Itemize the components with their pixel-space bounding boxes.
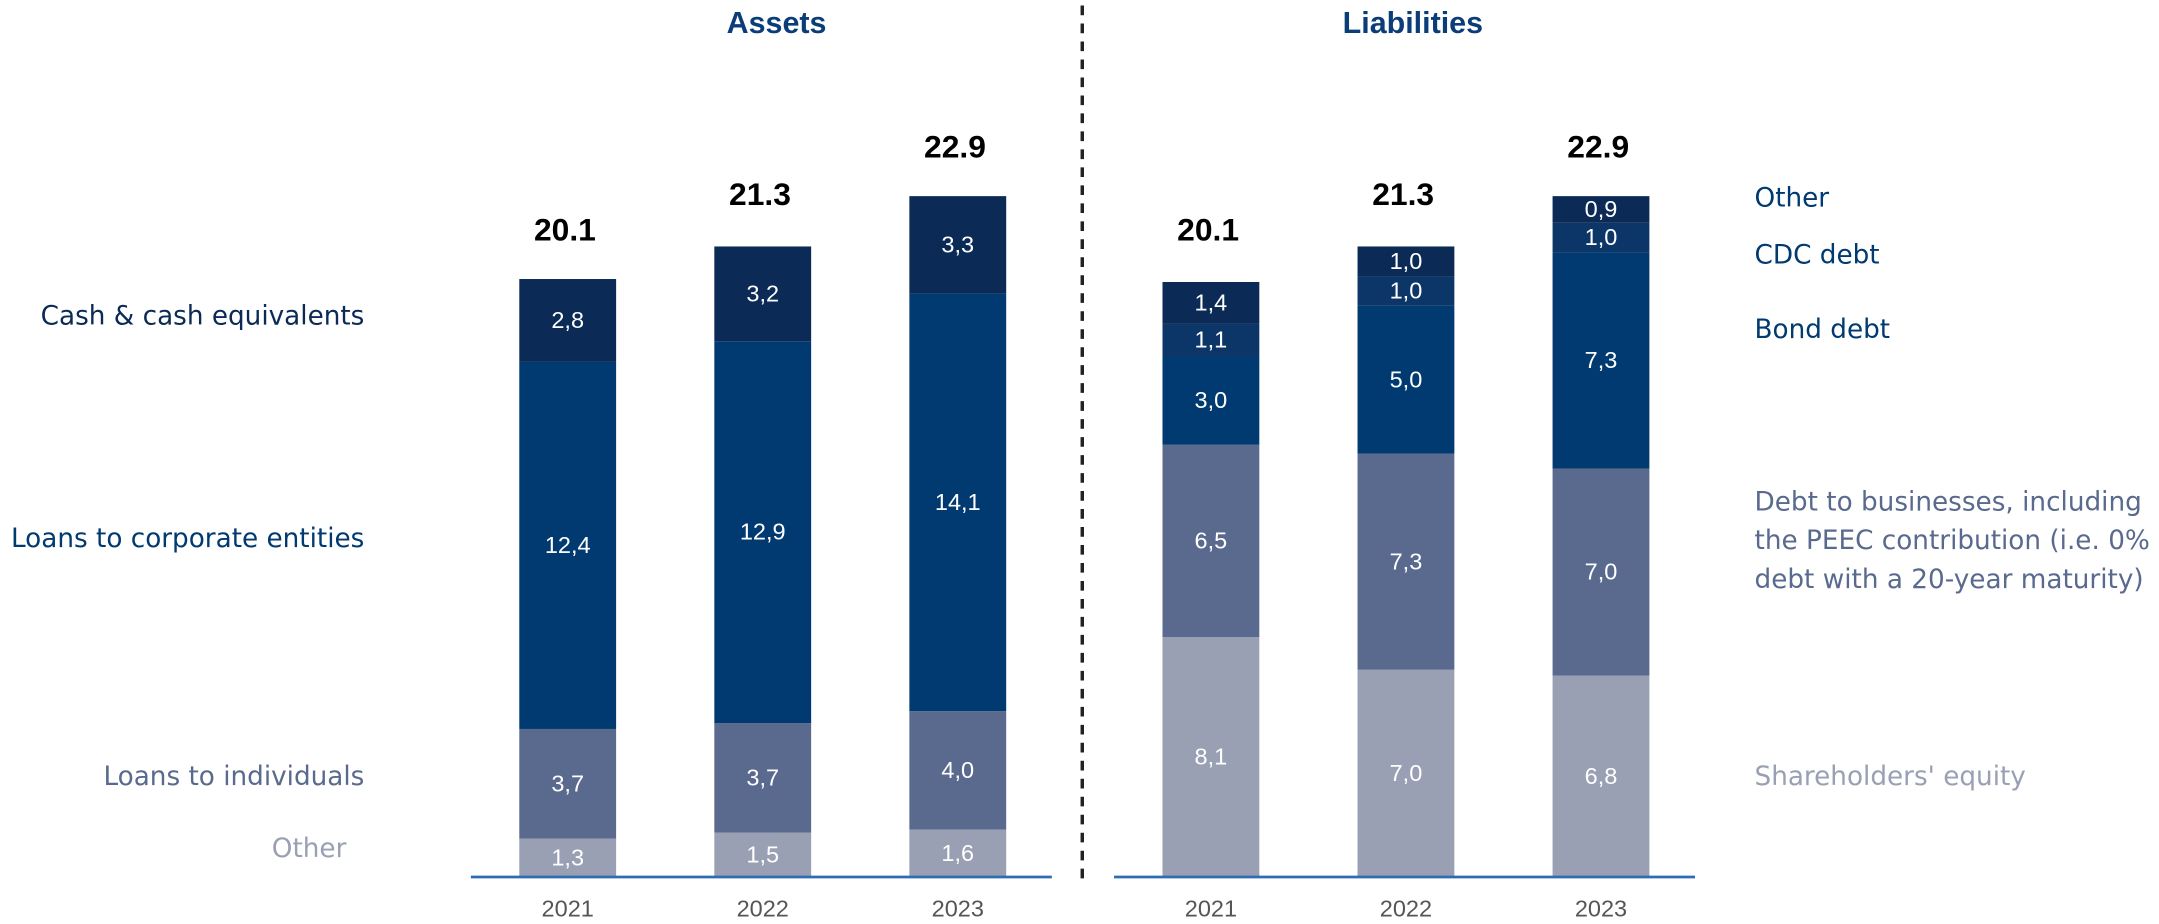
value-label: 3,7 bbox=[551, 770, 584, 796]
value-label: 2,8 bbox=[551, 307, 584, 333]
legend-label: Loans to individuals bbox=[103, 762, 364, 792]
chart-title: Liabilities bbox=[1343, 6, 1483, 40]
value-label: 1,0 bbox=[1390, 248, 1423, 274]
value-label: 0,9 bbox=[1585, 196, 1618, 222]
total-label: 22.9 bbox=[924, 129, 986, 165]
value-label: 12,9 bbox=[740, 519, 786, 545]
bar-segment bbox=[909, 829, 1007, 877]
value-label: 7,0 bbox=[1390, 760, 1423, 786]
legend-entry: Debt to businesses, including the PEEC c… bbox=[1754, 486, 2150, 595]
bar-segment bbox=[519, 279, 617, 362]
x-tick-label: 2023 bbox=[1575, 895, 1627, 921]
value-label: 12,4 bbox=[545, 532, 591, 558]
total-label: 20.1 bbox=[534, 212, 596, 248]
total-label: 21.3 bbox=[729, 176, 791, 212]
bar-segment bbox=[519, 728, 617, 839]
bar-segment bbox=[1552, 675, 1650, 877]
legend-label: Other bbox=[272, 834, 347, 864]
value-label: 4,0 bbox=[941, 757, 974, 783]
bar-segment bbox=[1552, 252, 1650, 469]
bar-segment bbox=[714, 341, 812, 724]
x-tick-label: 2022 bbox=[1380, 895, 1432, 921]
chart-title: Assets bbox=[727, 6, 827, 40]
bar-segment bbox=[1357, 276, 1455, 306]
bar-segment bbox=[714, 246, 812, 342]
bar-segment bbox=[909, 711, 1007, 830]
value-label: 7,3 bbox=[1585, 347, 1618, 373]
bar-segment bbox=[519, 361, 617, 729]
value-label: 1,0 bbox=[1585, 224, 1618, 250]
value-label: 1,6 bbox=[941, 840, 974, 866]
value-label: 7,3 bbox=[1390, 548, 1423, 574]
bar-segment bbox=[519, 838, 617, 877]
legend-label: Loans to corporate entities bbox=[11, 524, 364, 554]
value-label: 5,0 bbox=[1390, 366, 1423, 392]
bar-segment bbox=[1552, 222, 1650, 253]
legend-label: Other bbox=[1755, 184, 1830, 214]
bar-segment bbox=[909, 293, 1007, 712]
value-label: 14,1 bbox=[935, 489, 981, 515]
bar-segment bbox=[1357, 669, 1455, 877]
bar-segment bbox=[1552, 196, 1650, 223]
bar-segment bbox=[1162, 323, 1260, 356]
value-label: 1,4 bbox=[1195, 289, 1228, 315]
total-label: 20.1 bbox=[1177, 212, 1239, 248]
bar-segment bbox=[909, 196, 1007, 294]
bar-segment bbox=[1162, 355, 1260, 445]
legend-label: Bond debt bbox=[1755, 315, 1891, 345]
legend-label: Cash & cash equivalents bbox=[41, 301, 365, 331]
bar-segment bbox=[1357, 453, 1455, 670]
bar-segment bbox=[714, 832, 812, 877]
x-tick-label: 2021 bbox=[1185, 895, 1237, 921]
value-label: 7,0 bbox=[1585, 559, 1618, 585]
bar-segment bbox=[1162, 281, 1260, 324]
total-label: 21.3 bbox=[1372, 176, 1434, 212]
total-label: 22.9 bbox=[1567, 129, 1629, 165]
x-tick-label: 2023 bbox=[932, 895, 984, 921]
value-label: 1,1 bbox=[1195, 326, 1228, 352]
bar-segment bbox=[714, 723, 812, 833]
bar-segment bbox=[1357, 246, 1455, 277]
x-tick-label: 2022 bbox=[737, 895, 789, 921]
value-label: 3,0 bbox=[1195, 387, 1228, 413]
value-label: 6,5 bbox=[1195, 528, 1228, 554]
legend-label: CDC debt bbox=[1755, 240, 1880, 270]
bar-segment bbox=[1357, 305, 1455, 454]
value-label: 6,8 bbox=[1585, 763, 1618, 789]
legend-label: Debt to businesses, including the PEEC c… bbox=[1754, 486, 2150, 595]
legend-label: Shareholders' equity bbox=[1755, 762, 2026, 792]
bar-segment bbox=[1162, 444, 1260, 638]
value-label: 3,2 bbox=[746, 280, 779, 306]
value-label: 1,3 bbox=[551, 844, 584, 870]
value-label: 8,1 bbox=[1195, 744, 1228, 770]
x-tick-label: 2021 bbox=[542, 895, 594, 921]
value-label: 1,5 bbox=[746, 841, 779, 867]
bar-segment bbox=[1552, 468, 1650, 676]
value-label: 3,7 bbox=[746, 764, 779, 790]
bar-segment bbox=[1162, 637, 1260, 877]
value-label: 1,0 bbox=[1390, 277, 1423, 303]
value-label: 3,3 bbox=[941, 232, 974, 258]
